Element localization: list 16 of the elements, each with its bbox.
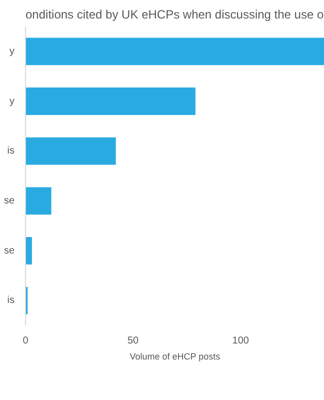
y-tick-label: is: [7, 295, 15, 306]
x-tick-label: 100: [232, 336, 250, 346]
y-tick-label: se: [4, 195, 15, 206]
x-tick-label: 0: [22, 336, 29, 346]
bar: [26, 137, 116, 165]
bar: [26, 88, 196, 115]
y-tick-label: se: [4, 245, 15, 256]
x-axis-title: Volume of eHCP posts: [130, 352, 221, 362]
bar: [26, 38, 324, 66]
x-tick-label: 50: [127, 336, 140, 346]
y-tick-label: y: [10, 46, 14, 57]
y-tick-label: is: [7, 146, 15, 157]
chart-title: onditions cited by UK eHCPs when discussing the use o: [26, 8, 324, 22]
bar: [26, 187, 52, 215]
y-tick-label: y: [10, 96, 14, 107]
bar: [26, 237, 32, 264]
